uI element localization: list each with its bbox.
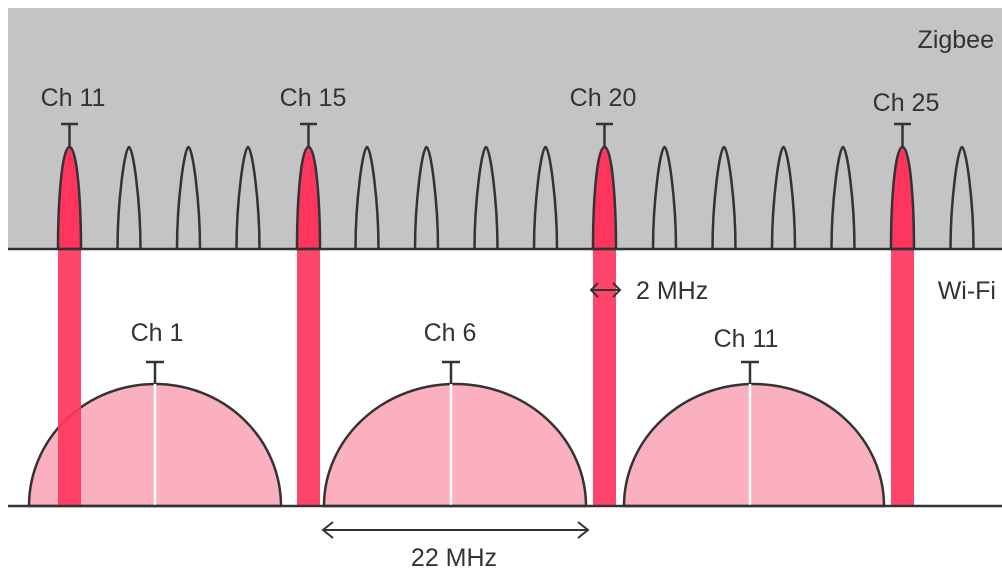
highlight-hump [889, 145, 916, 251]
highlight-hump [591, 145, 618, 251]
highlight-bar [593, 249, 616, 506]
zigbee-channel-hump [116, 145, 142, 250]
zigbee-channel-hump [949, 145, 975, 250]
wifi-channel-label: Ch 1 [131, 319, 184, 347]
wifi-channel-6: Ch 6 [322, 319, 588, 508]
zigbee-channel-label: Ch 15 [280, 84, 347, 112]
arrowhead-right-icon [612, 282, 622, 298]
zigbee-channel-hump [711, 145, 737, 250]
zigbee-channel-hump [830, 145, 856, 250]
highlight-bar [891, 249, 914, 506]
highlight-hump [56, 145, 83, 251]
zigbee-highlight-25: Ch 25 [873, 89, 940, 506]
zigbee-channel-hump [354, 145, 380, 250]
arrowhead-left-icon [321, 521, 334, 539]
highlight-bar [58, 249, 81, 506]
wifi-channel-1: Ch 1 [27, 319, 283, 508]
zigbee-highlight-20: Ch 20 [570, 84, 637, 506]
zigbee-channel-hump [532, 145, 559, 250]
zigbee-channel-hump [413, 145, 440, 250]
zigbee-band-label: Zigbee [918, 26, 994, 54]
zigbee-channel-hump [235, 145, 261, 250]
zigbee-width-label: 2 MHz [636, 277, 708, 305]
zigbee-channel-label: Ch 20 [570, 84, 637, 112]
wifi-channel-11: Ch 11 [622, 325, 886, 508]
zigbee-channel-hump [651, 145, 678, 250]
zigbee-channel-humps [116, 145, 975, 250]
zigbee-channel-hump [770, 145, 797, 250]
zigbee-channel-hump [175, 145, 202, 250]
zigbee-channel-label: Ch 11 [41, 84, 106, 112]
wifi-width-label: 22 MHz [411, 544, 497, 572]
zigbee-width-dimension: 2 MHz [589, 277, 708, 305]
wifi-channel-hump [322, 382, 588, 508]
wifi-band-label: Wi-Fi [938, 277, 996, 305]
arrowhead-left-icon [589, 282, 599, 298]
highlight-bar [297, 249, 320, 506]
wifi-channel-label: Ch 11 [714, 325, 779, 353]
zigbee-channel-hump [473, 145, 499, 250]
zigbee-band [8, 8, 1002, 249]
zigbee-highlight-11: Ch 11 [41, 84, 106, 506]
arrowhead-right-icon [577, 521, 590, 539]
wifi-width-dimension: 22 MHz [321, 521, 590, 572]
wifi-channel-hump [622, 382, 886, 508]
wifi-channel-label: Ch 6 [424, 319, 477, 347]
zigbee-highlight-15: Ch 15 [280, 84, 347, 506]
highlight-hump [295, 145, 322, 251]
zigbee-channel-label: Ch 25 [873, 89, 940, 117]
